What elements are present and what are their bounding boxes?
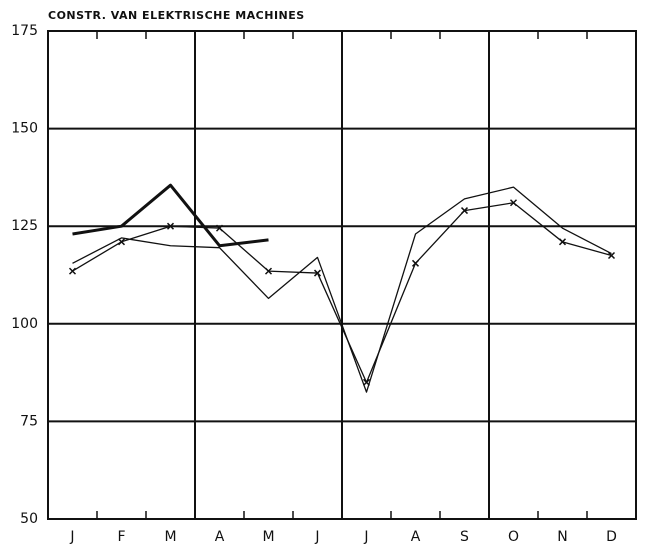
marker [313,269,322,277]
y-tick-label: 150 [11,121,38,137]
x-tick-label: D [606,529,617,545]
marker [509,199,518,207]
y-tick-label: 100 [11,316,38,332]
marker [460,207,469,215]
marker [607,251,616,260]
marker [215,224,224,232]
y-tick-label: 75 [20,413,38,429]
x-tick-label: F [117,529,125,545]
marker [68,267,77,275]
marker [117,238,126,246]
x-tick-label: A [215,529,225,545]
y-tick-label: 50 [20,511,38,527]
x-tick-label: J [363,529,368,545]
chart-title: CONSTR. VAN ELEKTRISCHE MACHINES [48,9,305,22]
x-tick-label: O [508,529,519,545]
series-line [72,183,269,248]
marker [558,238,567,246]
x-tick-label: N [557,529,567,545]
plot-frame [47,30,637,520]
x-tick-label: M [164,529,176,545]
x-tick-label: S [460,529,469,545]
x-tick-label: M [262,529,274,545]
series-line [72,202,612,384]
marker [264,267,273,275]
x-tick-label: J [314,529,319,545]
x-tick-label: J [69,529,74,545]
marker [411,259,420,267]
y-tick-label: 125 [11,218,38,234]
series-line [72,186,612,393]
y-tick-label: 175 [11,23,38,39]
marker [166,222,175,230]
x-tick-label: A [411,529,421,545]
